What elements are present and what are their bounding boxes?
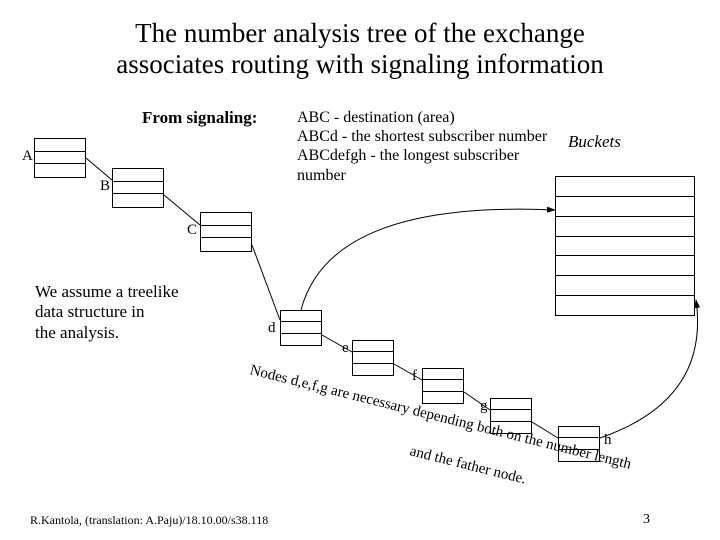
- diag-text-2: and the father node.: [408, 443, 528, 488]
- node-B: [112, 168, 164, 208]
- node-A: [34, 138, 86, 178]
- node-h-label: h: [604, 432, 612, 449]
- title-line2: associates routing with signaling inform…: [116, 49, 603, 79]
- node-A-label: A: [22, 148, 33, 165]
- buckets-label: Buckets: [568, 132, 621, 152]
- title-line1: The number analysis tree of the exchange: [135, 18, 585, 48]
- page-number: 3: [643, 512, 650, 528]
- node-B-label: B: [100, 178, 110, 195]
- node-d-label: d: [268, 320, 276, 337]
- assume-line2: data structure in: [35, 302, 240, 322]
- from-signaling-label: From signaling:: [142, 108, 257, 128]
- assume-line3: the analysis.: [35, 323, 240, 343]
- desc-line2: ABCd - the shortest subscriber number: [297, 127, 547, 146]
- node-C: [200, 212, 252, 252]
- node-f: [422, 368, 464, 404]
- node-e-label: e: [342, 340, 349, 357]
- footer-citation: R.Kantola, (translation: A.Paju)/18.10.0…: [30, 513, 268, 528]
- node-e: [352, 340, 394, 376]
- node-f-label: f: [412, 368, 417, 385]
- signaling-description: ABC - destination (area) ABCd - the shor…: [297, 108, 547, 185]
- node-g-label: g: [480, 398, 488, 415]
- node-d: [280, 310, 322, 346]
- bucket-box: [555, 176, 695, 316]
- page-title: The number analysis tree of the exchange…: [0, 18, 720, 80]
- assume-text: We assume a treelike data structure in t…: [35, 282, 240, 343]
- desc-line1: ABC - destination (area): [297, 108, 547, 127]
- desc-line4: number: [297, 166, 547, 185]
- assume-line1: We assume a treelike: [35, 282, 240, 302]
- node-C-label: C: [187, 222, 197, 239]
- desc-line3: ABCdefgh - the longest subscriber: [297, 146, 547, 165]
